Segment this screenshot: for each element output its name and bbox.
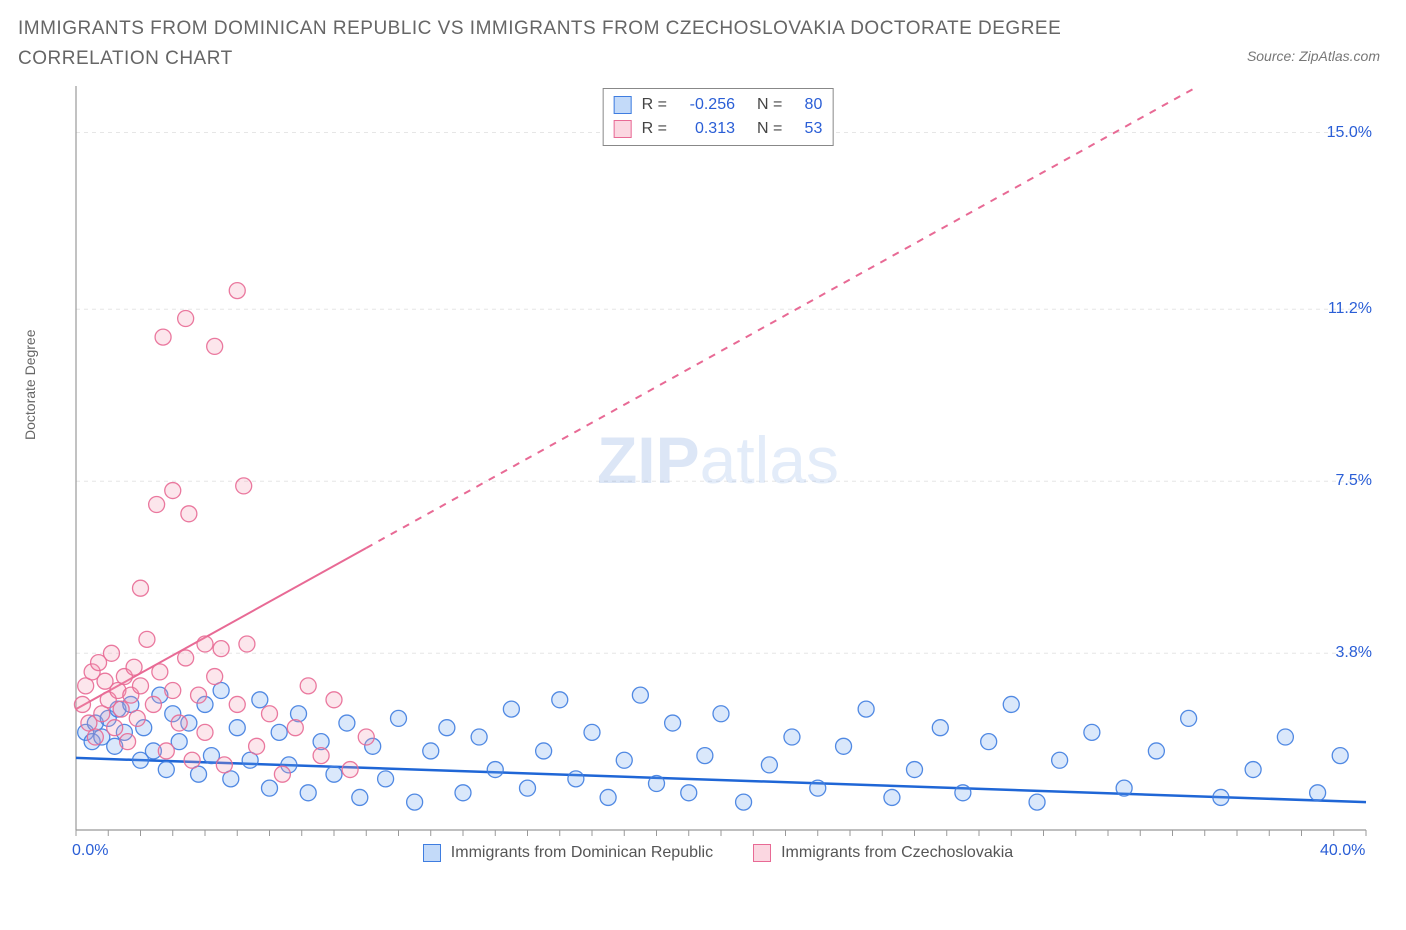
legend-item-czech: Immigrants from Czechoslovakia [753,844,1013,862]
legend-stats-box: R =-0.256N =80R =0.313N =53 [603,88,834,146]
y-tick-label: 11.2% [1328,300,1372,318]
legend-stat-row-czech: R =0.313N =53 [614,117,823,141]
scatter-plot [58,86,1378,866]
y-tick-label: 7.5% [1336,472,1372,490]
y-axis-label: Doctorate Degree [22,329,38,440]
y-tick-label: 15.0% [1327,124,1372,142]
legend-series: Immigrants from Dominican Republic Immigr… [58,844,1378,862]
x-axis-min-label: 0.0% [72,842,108,860]
legend-stat-row-dominican: R =-0.256N =80 [614,93,823,117]
chart-area: ZIPatlas R =-0.256N =80R =0.313N =53 Imm… [58,86,1378,866]
y-tick-label: 3.8% [1336,644,1372,662]
source-label: Source: ZipAtlas.com [1247,48,1380,64]
x-axis-max-label: 40.0% [1320,842,1365,860]
legend-item-dominican: Immigrants from Dominican Republic [423,844,713,862]
chart-title: IMMIGRANTS FROM DOMINICAN REPUBLIC VS IM… [18,14,1078,75]
